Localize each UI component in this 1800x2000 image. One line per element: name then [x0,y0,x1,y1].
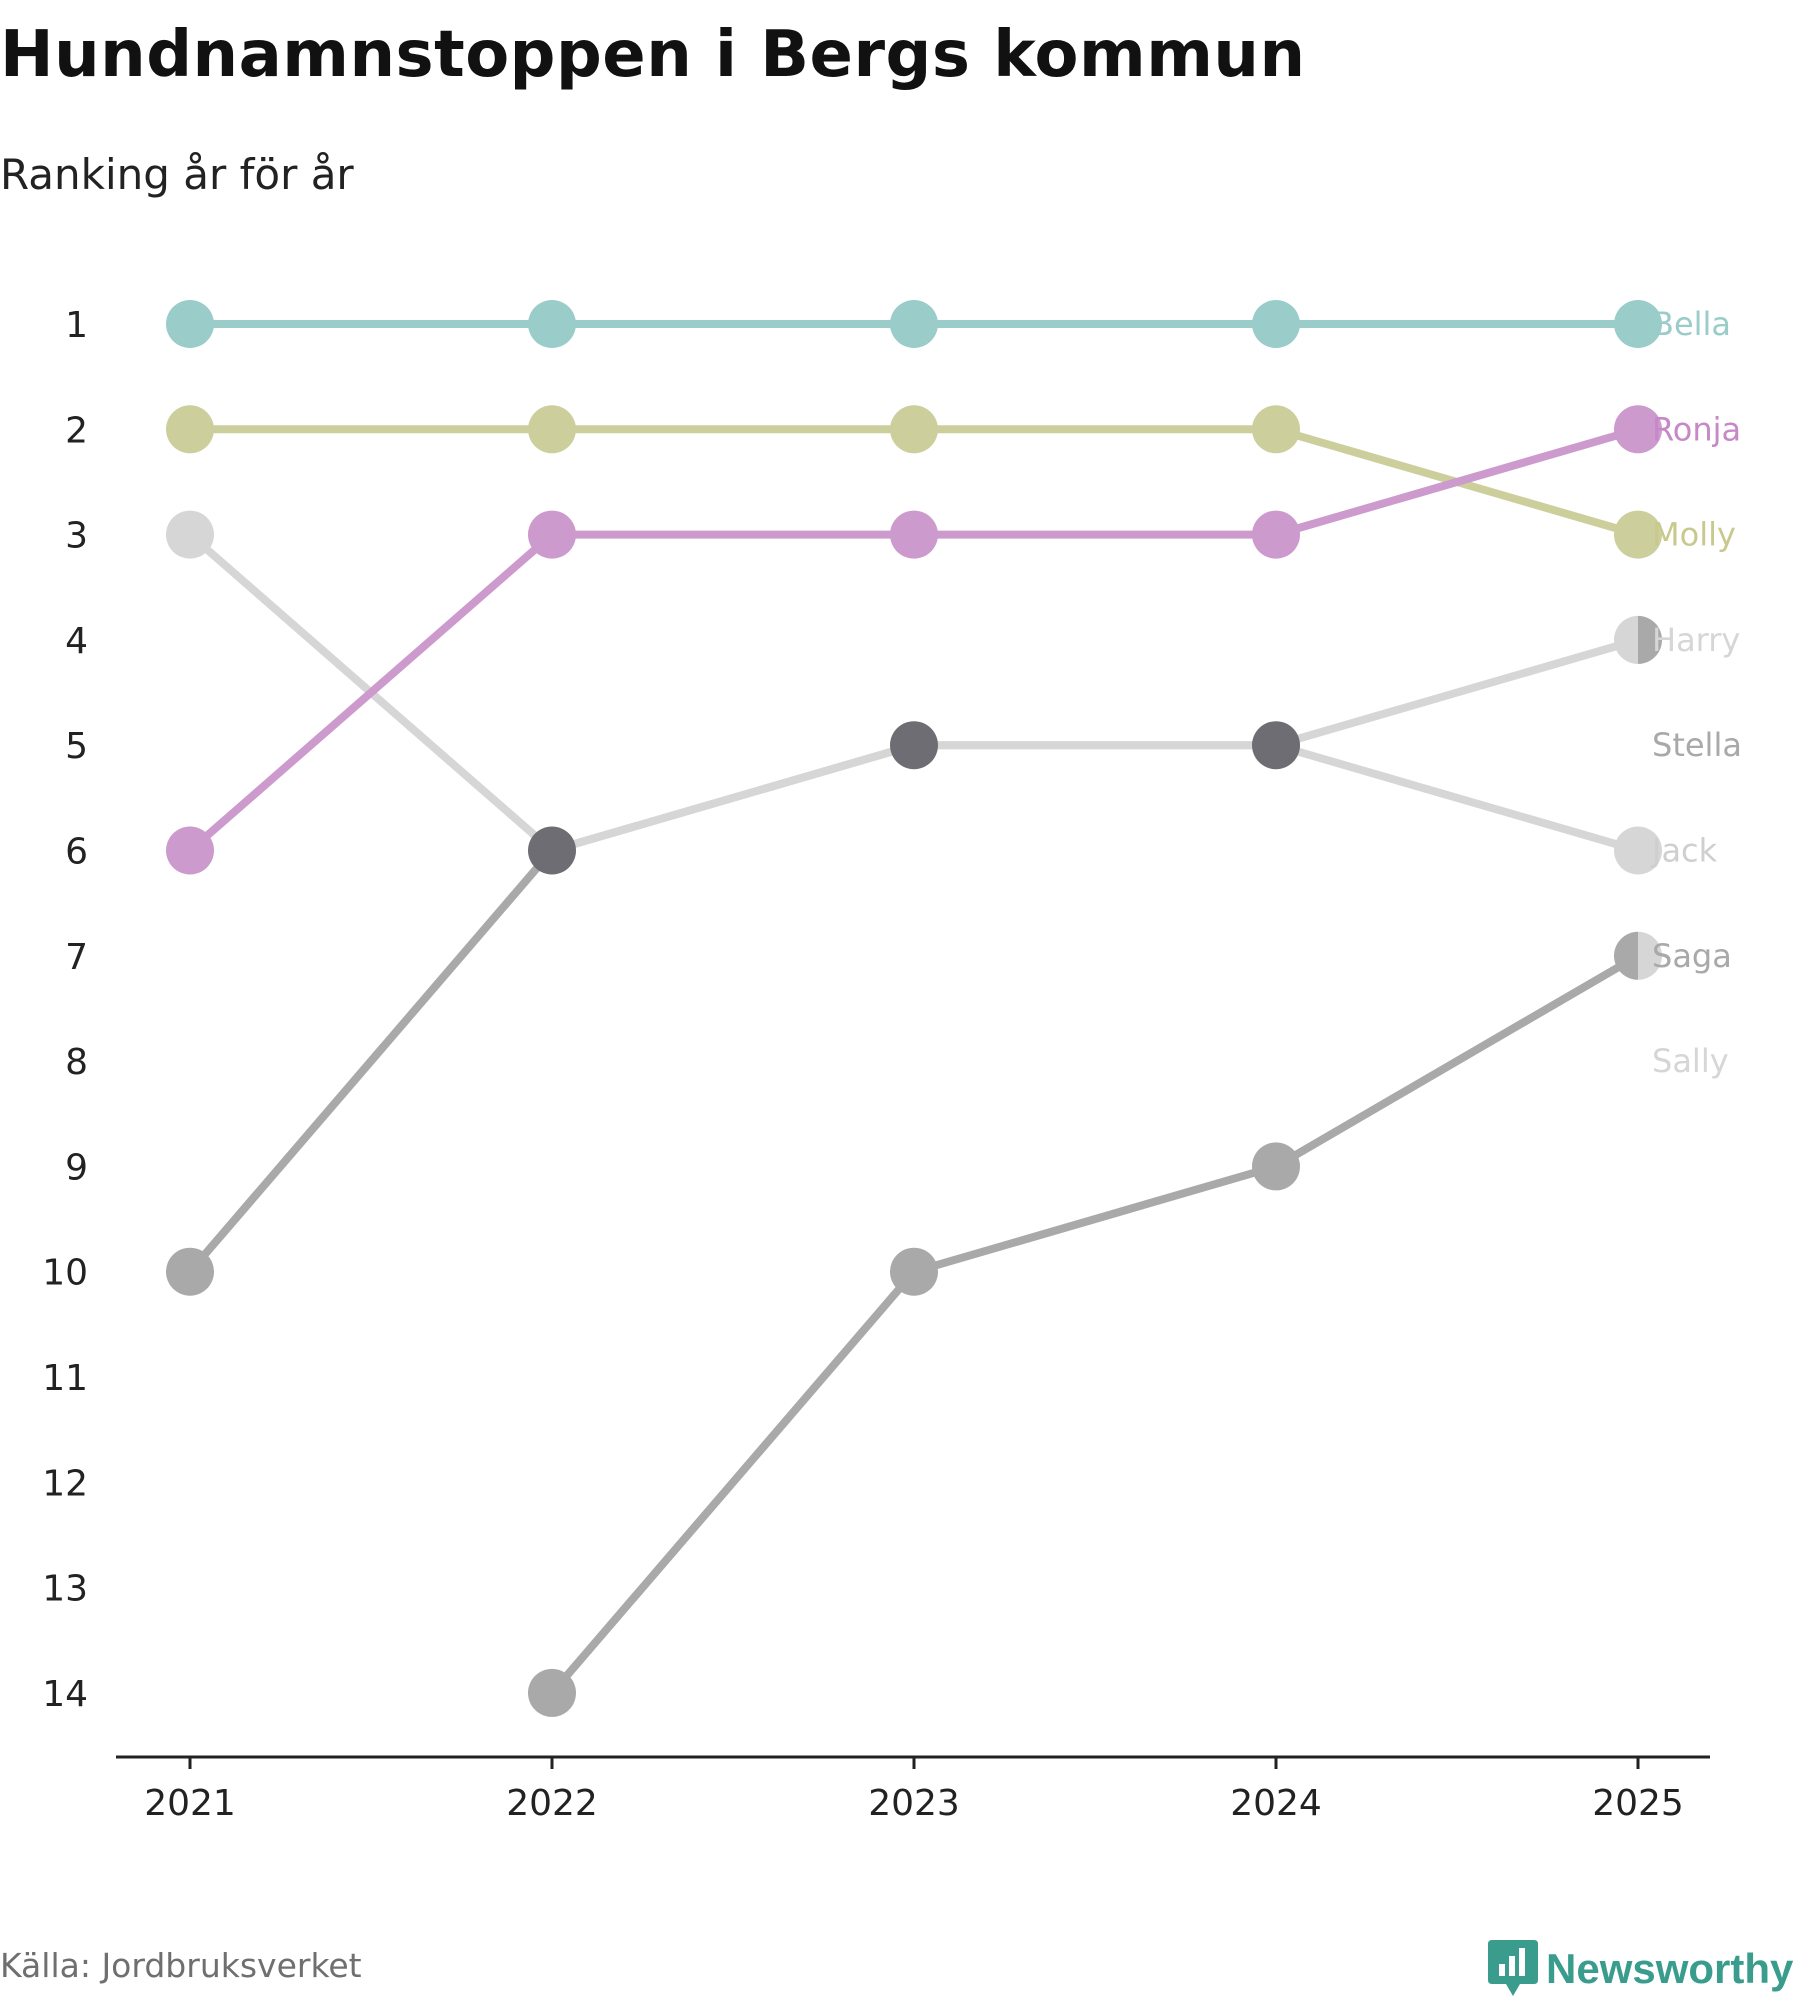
series-points [166,300,1662,1717]
end-label-harry: Harry [1652,621,1740,659]
point-split-right-rank-4 [1638,615,1662,664]
point-ronja-2024 [1252,510,1300,559]
brand-name: Newsworthy [1546,1945,1794,1992]
y-tick-label: 4 [65,621,88,662]
chart-subtitle: Ranking år för år [0,150,354,199]
y-tick-label: 11 [42,1358,88,1399]
y-tick-label: 9 [65,1147,88,1188]
point-jack-2021 [166,510,214,559]
y-tick-label: 12 [42,1463,88,1504]
y-tick-label: 6 [65,832,88,873]
point-split-left-rank-7 [1614,931,1638,980]
end-label-stella: Stella [1652,726,1742,764]
y-tick-label: 1 [65,305,88,346]
y-tick-label: 5 [65,726,88,767]
y-tick-label: 13 [42,1569,88,1610]
point-shared-2022-rank-6 [528,826,576,875]
end-label-bella: Bella [1652,305,1731,343]
x-tick-label-2024: 2024 [1230,1783,1322,1824]
point-sally-2023 [890,1247,938,1296]
point-sally-2024 [1252,1142,1300,1191]
y-tick-label: 2 [65,410,88,451]
series-line-saga [186,847,556,1275]
point-ronja-2025 [1614,405,1662,454]
point-ronja-2023 [890,510,938,559]
series-line-jack [187,531,1640,855]
y-tick-label: 10 [42,1253,88,1294]
series-line-sally [548,952,1641,1696]
point-bella-2025 [1614,300,1662,348]
point-bella-2022 [528,300,576,348]
point-split-right-rank-7 [1638,931,1662,980]
x-tick-label-2022: 2022 [506,1783,598,1824]
x-tick-label-2023: 2023 [868,1783,960,1824]
end-label-molly: Molly [1652,516,1736,554]
x-axis: 2021 2022 2023 2024 2025 [116,1755,1710,1824]
point-saga-2021 [166,1247,214,1296]
point-ronja-2021 [166,826,214,875]
point-bella-2021 [166,300,214,348]
end-label-ronja: Ronja [1652,410,1741,448]
series-end-labels: Bella Ronja Molly Harry Stella Jack Saga Sally [1650,305,1742,1080]
y-tick-label: 3 [65,516,88,557]
point-ronja-2022 [528,510,576,559]
end-label-jack: Jack [1650,832,1718,870]
point-molly-2022 [528,405,576,454]
point-molly-2021 [166,405,214,454]
point-sally-2022 [528,1668,576,1717]
point-bella-2024 [1252,300,1300,348]
point-shared-2023-rank-5 [890,721,938,770]
point-split-left-rank-4 [1614,615,1638,664]
source-note: Källa: Jordbruksverket [0,1946,362,1985]
point-molly-2024 [1252,405,1300,454]
chart-title: Hundnamnstoppen i Bergs kommun [0,18,1306,92]
x-tick-label-2021: 2021 [144,1783,236,1824]
point-molly-2025 [1614,510,1662,559]
y-tick-label: 14 [42,1674,88,1715]
end-label-saga: Saga [1652,937,1732,975]
y-tick-label: 8 [65,1042,88,1083]
brand-logo: Newsworthy [1488,1940,1793,1998]
point-shared-2024-rank-5 [1252,721,1300,770]
bump-chart: BellaRonjaMollyHarryStellaJackSagaSally … [42,300,1742,1824]
point-jack-2025 [1614,826,1662,875]
chart-bubble-icon [1488,1940,1538,1996]
series-line-harry [550,636,1640,855]
point-bella-2023 [890,300,938,348]
x-tick-label-2025: 2025 [1592,1783,1684,1824]
y-tick-label: 7 [65,937,88,978]
point-molly-2023 [890,405,938,454]
end-label-sally: Sally [1652,1042,1729,1080]
